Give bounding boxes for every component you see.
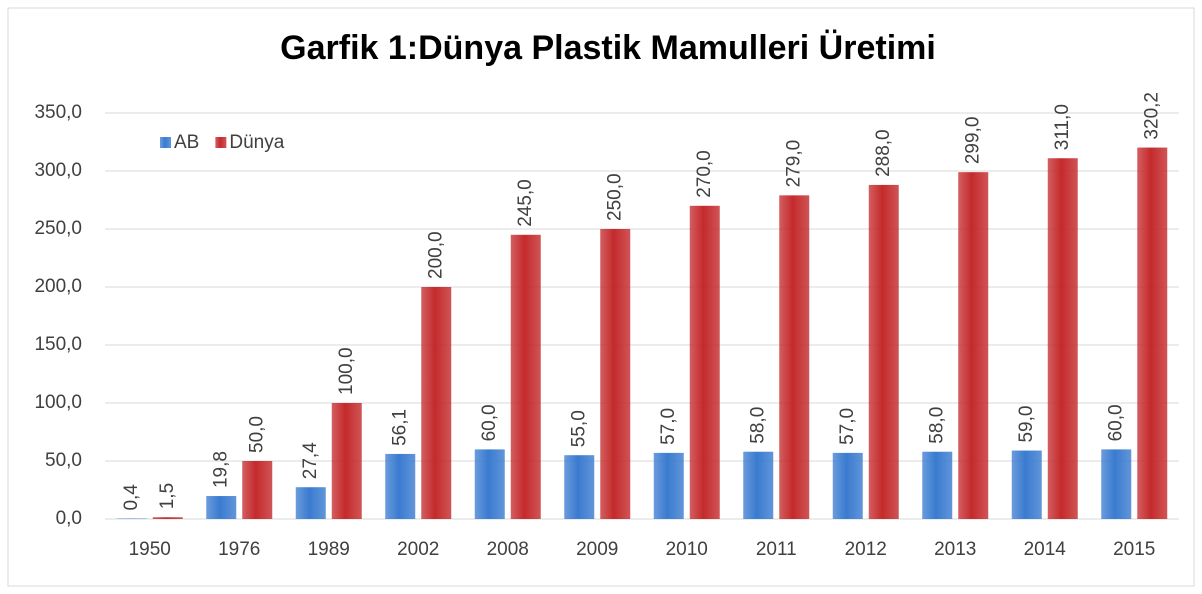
value-label: 270,0: [694, 150, 715, 198]
bar: [600, 229, 631, 519]
bar: [152, 517, 183, 519]
legend-swatch: [160, 137, 171, 148]
bar: [1101, 449, 1132, 519]
bar: [295, 487, 326, 519]
value-label: 288,0: [873, 129, 894, 177]
value-label: 200,0: [425, 231, 446, 279]
value-label: 299,0: [962, 117, 983, 165]
x-tick-label: 2011: [756, 539, 797, 560]
value-label: 58,0: [926, 407, 947, 444]
value-label: 250,0: [604, 173, 625, 221]
bar: [206, 496, 237, 519]
value-label: 57,0: [837, 408, 858, 445]
value-label: 55,0: [568, 410, 589, 447]
chart-title: Garfik 1:Dünya Plastik Mamulleri Üretimi: [280, 29, 936, 67]
x-tick-label: 1989: [308, 539, 350, 560]
x-tick-label: 2009: [576, 539, 618, 560]
y-tick-label: 150,0: [34, 334, 82, 355]
bar: [1047, 158, 1078, 520]
value-label: 279,0: [783, 140, 804, 188]
bar: [779, 195, 810, 520]
value-label: 245,0: [515, 179, 536, 227]
x-tick-label: 2015: [1113, 539, 1155, 560]
bar: [421, 287, 452, 519]
y-tick-label: 0,0: [56, 508, 82, 529]
value-label: 19,8: [210, 451, 231, 488]
bar: [832, 452, 863, 519]
x-tick-label: 2008: [487, 539, 529, 560]
value-label: 59,0: [1016, 406, 1037, 443]
value-label: 50,0: [246, 416, 267, 453]
x-tick-label: 1950: [129, 539, 171, 560]
y-tick-label: 250,0: [34, 218, 82, 239]
legend-swatch: [215, 137, 227, 148]
y-tick-label: 200,0: [34, 276, 82, 297]
bar: [743, 451, 774, 519]
value-label: 58,0: [747, 407, 768, 444]
x-tick-label: 1976: [218, 539, 260, 560]
bar: [922, 451, 953, 519]
x-tick-label: 2013: [934, 539, 976, 560]
legend-label: Dünya: [229, 132, 284, 153]
value-label: 311,0: [1052, 104, 1073, 150]
value-label: 60,0: [1105, 404, 1126, 441]
bar: [653, 452, 684, 519]
value-label: 27,4: [300, 442, 321, 479]
y-tick-label: 50,0: [45, 450, 82, 471]
x-tick-label: 2002: [397, 539, 439, 560]
bar: [1137, 147, 1168, 519]
bar: [385, 453, 416, 519]
bar: [564, 455, 595, 519]
bar: [510, 234, 541, 520]
y-tick-label: 350,0: [34, 102, 82, 123]
x-tick-label: 2010: [666, 539, 708, 560]
legend-label: AB: [174, 132, 199, 153]
y-tick-label: 300,0: [34, 160, 82, 181]
value-label: 57,0: [658, 408, 679, 445]
bar: [474, 449, 505, 519]
value-label: 56,1: [389, 409, 410, 446]
bar: [689, 205, 720, 520]
value-label: 320,2: [1141, 92, 1162, 140]
value-label: 60,0: [479, 404, 500, 441]
value-label: 100,0: [336, 347, 357, 395]
bar: [958, 172, 989, 519]
value-label: 0,4: [121, 484, 142, 511]
x-tick-label: 2012: [845, 539, 887, 560]
bar: [1011, 450, 1042, 519]
bar: [868, 184, 899, 520]
x-tick-label: 2014: [1024, 539, 1067, 560]
y-tick-label: 100,0: [34, 392, 82, 413]
value-label: 1,5: [157, 483, 178, 509]
bar: [331, 403, 362, 519]
bar: [242, 461, 273, 519]
